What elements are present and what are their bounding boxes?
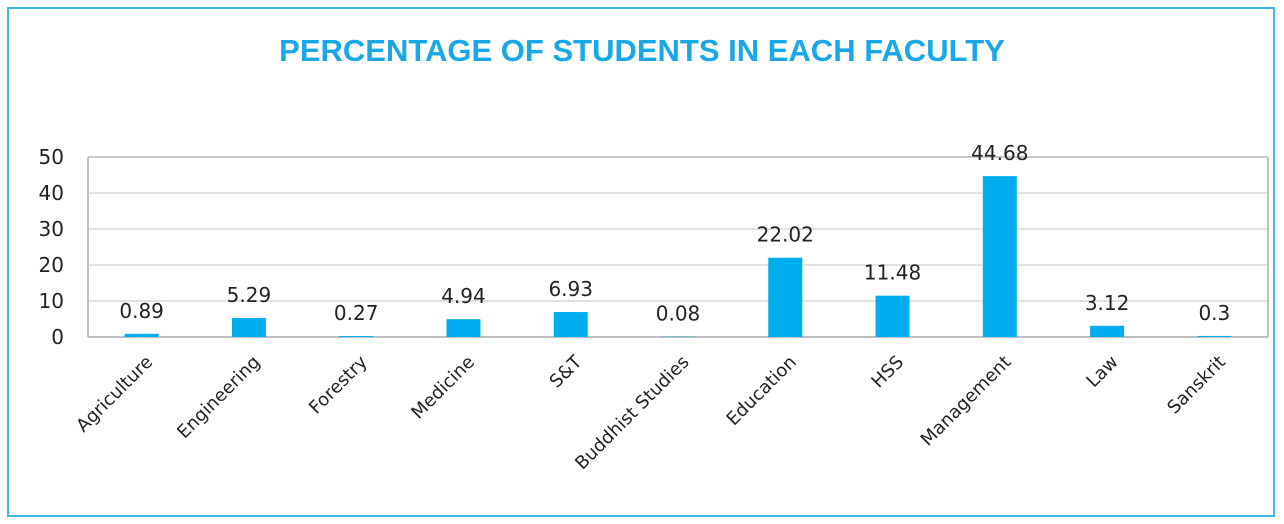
data-label: 3.12 bbox=[1085, 291, 1130, 315]
x-tick-label: Sanskrit bbox=[1163, 352, 1230, 419]
data-labels: 0.89 5.29 0.27 4.94 6.93 0.08 22.02 11.48 44.68 3… bbox=[119, 141, 1230, 326]
data-label: 0.27 bbox=[334, 301, 379, 325]
y-tick-label: 20 bbox=[39, 253, 64, 277]
data-label: 0.89 bbox=[119, 299, 164, 323]
y-tick-label: 0 bbox=[51, 325, 64, 349]
bar-agriculture bbox=[124, 333, 159, 337]
bars bbox=[124, 176, 1232, 337]
axes bbox=[87, 156, 1269, 337]
data-label: 5.29 bbox=[227, 283, 272, 307]
bar-hss bbox=[875, 295, 910, 337]
data-label: 0.3 bbox=[1198, 301, 1230, 325]
chart-frame bbox=[7, 7, 1275, 517]
y-tick-label: 10 bbox=[39, 289, 64, 313]
x-tick-label: Law bbox=[1082, 352, 1122, 392]
x-tick-label: Medicine bbox=[407, 352, 479, 424]
bar-s-t bbox=[553, 312, 588, 337]
bar-medicine bbox=[446, 319, 481, 337]
x-tick-label: Forestry bbox=[305, 351, 372, 418]
x-tick-label: HSS bbox=[867, 352, 908, 393]
y-tick-label: 30 bbox=[39, 217, 64, 241]
bar-forestry bbox=[339, 336, 374, 337]
bar-law bbox=[1090, 325, 1125, 337]
x-tick-label: S&T bbox=[546, 351, 587, 392]
x-tick-label: Buddhist Studies bbox=[571, 352, 693, 474]
x-tick-label: Education bbox=[723, 352, 801, 430]
data-label: 44.68 bbox=[971, 141, 1028, 165]
x-tick-labels: Agriculture Engineering Forestry Medicine S&… bbox=[72, 351, 1230, 474]
data-label: 6.93 bbox=[548, 277, 593, 301]
bar-management bbox=[982, 176, 1017, 337]
bar-engineering bbox=[231, 317, 266, 337]
y-tick-label: 50 bbox=[39, 145, 64, 169]
y-tick-label: 40 bbox=[39, 181, 64, 205]
data-label: 11.48 bbox=[864, 261, 921, 285]
x-tick-label: Engineering bbox=[173, 352, 264, 443]
data-label: 0.08 bbox=[656, 302, 701, 326]
bar-education bbox=[768, 257, 803, 337]
data-label: 22.02 bbox=[757, 223, 814, 247]
data-label: 4.94 bbox=[441, 284, 486, 308]
y-tick-labels: 0 10 20 30 40 50 bbox=[39, 145, 64, 349]
bar-sanskrit bbox=[1197, 335, 1232, 337]
x-tick-label: Management bbox=[917, 352, 1016, 451]
x-tick-label: Agriculture bbox=[72, 352, 157, 437]
chart-title: PERCENTAGE OF STUDENTS IN EACH FACULTY bbox=[279, 33, 1005, 68]
